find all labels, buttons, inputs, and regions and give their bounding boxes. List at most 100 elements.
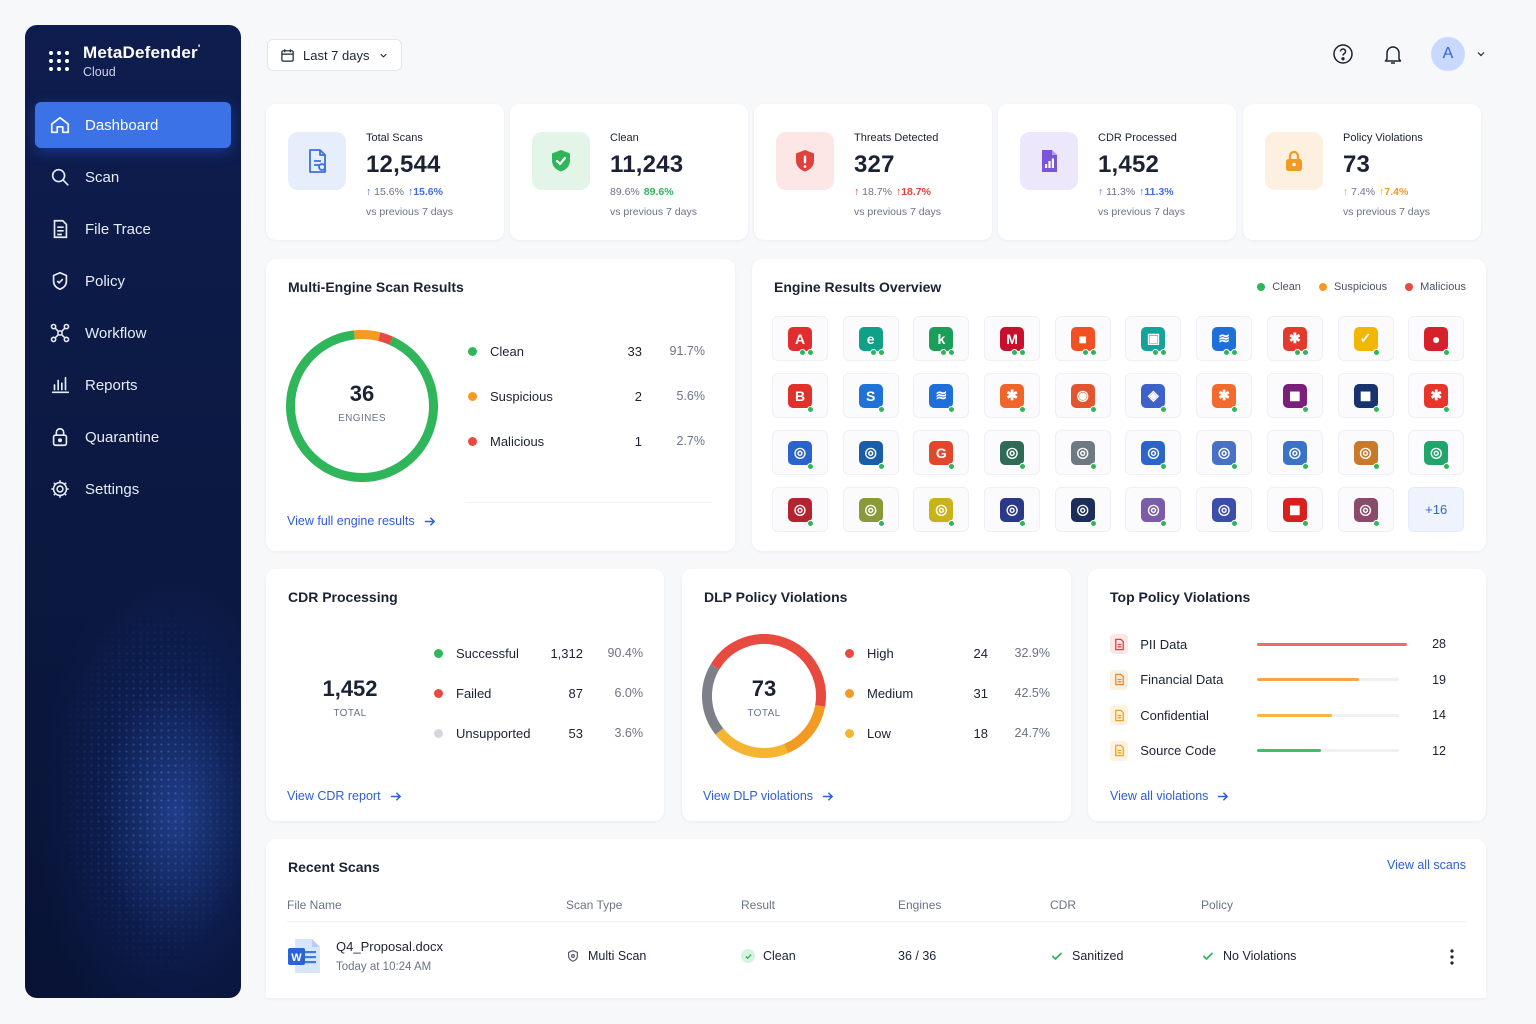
engine-engine-06[interactable]: ▣ (1125, 316, 1182, 361)
table-row[interactable]: W Q4_Proposal.docx Today at 10:24 AM Mul… (266, 922, 1486, 992)
engine-engine-10[interactable]: ● (1408, 316, 1465, 361)
more-vertical-icon[interactable] (1445, 948, 1459, 966)
stat-card-threats-detected[interactable]: Threats Detected 327 ↑ 18.7% ↑18.7% vs pr… (754, 104, 992, 240)
engine-engine-36[interactable]: ◎ (1125, 487, 1182, 532)
engine-engine-19[interactable]: ◼ (1337, 373, 1394, 418)
engine-engine-35[interactable]: ◎ (1054, 487, 1111, 532)
sidebar-item-workflow[interactable]: Workflow (35, 310, 231, 356)
view-full-engine-results-link[interactable]: View full engine results (287, 514, 436, 528)
engine-logo-icon: e (858, 326, 883, 351)
engine-engine-22[interactable]: ◎ (842, 430, 899, 475)
status-dot (1019, 520, 1027, 527)
engine-engine-32[interactable]: ◎ (842, 487, 899, 532)
stat-value: 1,452 (1098, 151, 1160, 178)
column-header-policy[interactable]: Policy (1201, 898, 1234, 912)
engine-engine-31[interactable]: ◎ (772, 487, 828, 532)
user-menu[interactable]: A (1431, 37, 1487, 71)
engine-engine-16[interactable]: ◈ (1125, 373, 1182, 418)
sidebar-item-label: Reports (85, 376, 138, 394)
engine-avira[interactable]: A (772, 316, 828, 361)
calendar-icon (281, 48, 294, 62)
sidebar-item-reports[interactable]: Reports (35, 362, 231, 408)
stat-comparison: vs previous 7 days (366, 206, 453, 218)
engine-eset[interactable]: e (842, 316, 899, 361)
legend-count: 1,312 (550, 646, 583, 661)
brand-mark: ' (197, 43, 201, 55)
engine-engine-13[interactable]: ≋ (913, 373, 970, 418)
engine-engine-26[interactable]: ◎ (1125, 430, 1182, 475)
view-all-violations-link[interactable]: View all violations (1110, 789, 1229, 803)
engine-kaspersky[interactable]: k (913, 316, 970, 361)
avatar[interactable]: A (1431, 37, 1465, 71)
engine-logo-icon: A (788, 326, 812, 351)
violation-row-source-code[interactable]: Source Code 12 (1110, 740, 1446, 762)
sidebar-item-scan[interactable]: Scan (35, 154, 231, 200)
sidebar-item-file-trace[interactable]: File Trace (35, 206, 231, 252)
sidebar-item-quarantine[interactable]: Quarantine (35, 414, 231, 460)
engine-engine-38[interactable]: ◼ (1266, 487, 1323, 532)
engine-engine-25[interactable]: ◎ (1054, 430, 1111, 475)
engine-engine-21[interactable]: ◎ (772, 430, 828, 475)
status-dot (1152, 349, 1160, 356)
legend-count: 31 (973, 686, 988, 701)
stat-card-clean[interactable]: Clean 11,243 89.6% 89.6% vs previous 7 da… (510, 104, 748, 240)
engine-engine-08[interactable]: ✱ (1266, 316, 1323, 361)
result-cell: Clean (741, 949, 796, 963)
bell-icon[interactable] (1381, 42, 1405, 66)
engine-engine-07[interactable]: ≋ (1196, 316, 1253, 361)
engine-logo-icon: ≋ (1212, 326, 1237, 351)
column-header-result[interactable]: Result (741, 898, 776, 912)
more-engines-button[interactable]: +16 (1408, 487, 1465, 532)
engine-mcafee[interactable]: M (984, 316, 1041, 361)
legend-malicious: Malicious (1405, 281, 1466, 293)
column-header-scan-type[interactable]: Scan Type (566, 898, 623, 912)
view-dlp-violations-link[interactable]: View DLP violations (703, 789, 834, 803)
violation-row-confidential[interactable]: Confidential 14 (1110, 704, 1446, 726)
engine-engine-17[interactable]: ✱ (1196, 373, 1253, 418)
stat-value: 12,544 (366, 151, 441, 178)
topbar: Last 7 days A (241, 25, 1511, 89)
arrow-right-icon (822, 791, 834, 801)
view-cdr-report-link[interactable]: View CDR report (287, 789, 402, 803)
engine-engine-34[interactable]: ◎ (984, 487, 1041, 532)
stat-label: Clean (610, 132, 639, 144)
donut-segment-medium (783, 704, 826, 754)
engine-engine-39[interactable]: ◎ (1337, 487, 1394, 532)
engine-engine-15[interactable]: ◉ (1054, 373, 1111, 418)
engine-engine-28[interactable]: ◎ (1266, 430, 1323, 475)
engine-microsoft[interactable]: ■ (1054, 316, 1111, 361)
sidebar-item-settings[interactable]: Settings (35, 466, 231, 512)
engine-engine-24[interactable]: ◎ (984, 430, 1041, 475)
column-header-file-name[interactable]: File Name (287, 898, 342, 912)
engine-engine-23[interactable]: G (913, 430, 970, 475)
stat-card-total-scans[interactable]: Total Scans 12,544 ↑ 15.6% ↑15.6% vs prev… (266, 104, 504, 240)
date-range-select[interactable]: Last 7 days (267, 39, 402, 71)
engine-bitdefender[interactable]: B (772, 373, 828, 418)
column-header-cdr[interactable]: CDR (1050, 898, 1076, 912)
stat-comparison: vs previous 7 days (610, 206, 697, 218)
engine-engine-20[interactable]: ✱ (1408, 373, 1465, 418)
engine-engine-09[interactable]: ✓ (1337, 316, 1394, 361)
help-icon[interactable] (1331, 42, 1355, 66)
engine-engine-33[interactable]: ◎ (913, 487, 970, 532)
violation-row-pii-data[interactable]: PII Data 28 (1110, 633, 1446, 655)
donut-segment-suspicious (354, 330, 381, 342)
engine-engine-30[interactable]: ◎ (1408, 430, 1465, 475)
stat-card-policy-violations[interactable]: Policy Violations 73 ↑ 7.4% ↑7.4% vs prev… (1243, 104, 1481, 240)
engine-engine-14[interactable]: ✱ (984, 373, 1041, 418)
sidebar-item-dashboard[interactable]: Dashboard (35, 102, 231, 148)
column-header-engines[interactable]: Engines (898, 898, 942, 912)
engine-engine-37[interactable]: ◎ (1196, 487, 1253, 532)
file-name[interactable]: Q4_Proposal.docx (336, 939, 443, 954)
engine-engine-18[interactable]: ◼ (1266, 373, 1323, 418)
brand-logo[interactable]: MetaDefender' Cloud (49, 43, 200, 79)
engine-engine-29[interactable]: ◎ (1337, 430, 1394, 475)
stat-card-cdr-processed[interactable]: CDR Processed 1,452 ↑ 11.3% ↑11.3% vs pre… (998, 104, 1236, 240)
sidebar-item-policy[interactable]: Policy (35, 258, 231, 304)
engine-engine-27[interactable]: ◎ (1196, 430, 1253, 475)
engine-sophos[interactable]: S (842, 373, 899, 418)
status-dot (877, 349, 885, 356)
view-all-scans-link[interactable]: View all scans (1387, 858, 1466, 872)
status-dot (1443, 349, 1451, 356)
violation-row-financial-data[interactable]: Financial Data 19 (1110, 669, 1446, 691)
